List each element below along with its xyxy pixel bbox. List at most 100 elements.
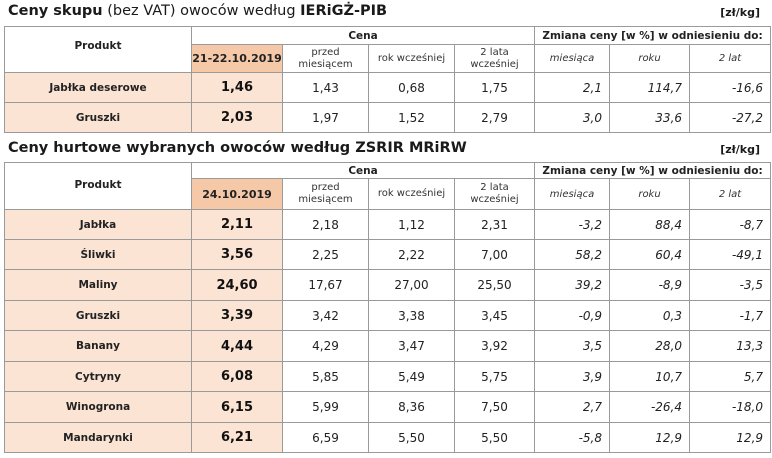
price-group-header: Cena	[190, 26, 536, 45]
month-ago-price: 6,59	[282, 422, 369, 453]
chg-year-value: 10,7	[609, 361, 691, 392]
chg-month-header: miesiąca	[534, 44, 611, 73]
month-ago-header: przed miesiącem	[282, 178, 369, 210]
year-ago-price: 5,49	[368, 361, 455, 392]
section2-table: Produkt Cena Zmiana ceny [w %] w odniesi…	[4, 162, 772, 453]
month-ago-price: 3,42	[282, 300, 369, 331]
chg-2y-header: 2 lat	[689, 178, 772, 210]
year-ago-header: rok wcześniej	[368, 44, 455, 73]
table-row: Maliny 24,60 17,67 27,00 25,50 39,2 -8,9…	[4, 269, 772, 301]
product-name: Jabłka deserowe	[4, 72, 192, 103]
table-row: Cytryny 6,08 5,85 5,49 5,75 3,9 10,7 5,7	[4, 361, 772, 392]
chg-2y-header: 2 lat	[689, 44, 772, 73]
chg-2y-value: -49,1	[689, 239, 772, 270]
table-row: Śliwki 3,56 2,25 2,22 7,00 58,2 60,4 -49…	[4, 239, 772, 270]
two-years-ago-price: 3,92	[453, 330, 536, 362]
chg-year-value: -26,4	[609, 391, 691, 423]
product-header: Produkt	[4, 26, 192, 73]
current-price: 6,15	[191, 391, 283, 423]
chg-month-value: 58,2	[534, 239, 611, 270]
chg-2y-value: 5,7	[689, 361, 772, 392]
current-price: 2,11	[191, 209, 283, 240]
product-name: Maliny	[4, 269, 192, 301]
section1-header: Ceny skupu (bez VAT) owoców według IERiG…	[0, 0, 772, 26]
product-header: Produkt	[4, 162, 192, 210]
two-years-ago-price: 5,75	[453, 361, 536, 392]
two-years-ago-price: 2,79	[453, 102, 536, 133]
year-ago-header: rok wcześniej	[368, 178, 455, 210]
chg-year-value: 88,4	[609, 209, 691, 240]
month-ago-price: 17,67	[282, 269, 369, 301]
month-ago-price: 2,18	[282, 209, 369, 240]
chg-2y-value: -1,7	[689, 300, 772, 331]
chg-year-value: 0,3	[609, 300, 691, 331]
product-name: Gruszki	[4, 300, 192, 331]
chg-2y-value: 12,9	[689, 422, 772, 453]
change-group-header: Zmiana ceny [w %] w odniesieniu do:	[534, 162, 772, 179]
current-price: 24,60	[191, 269, 283, 301]
chg-year-value: -8,9	[609, 269, 691, 301]
chg-year-value: 60,4	[609, 239, 691, 270]
two-years-ago-price: 25,50	[453, 269, 536, 301]
month-ago-price: 2,25	[282, 239, 369, 270]
section2-title: Ceny hurtowe wybranych owoców według ZSR…	[8, 140, 467, 156]
chg-year-value: 33,6	[609, 102, 691, 133]
chg-year-header: roku	[609, 44, 691, 73]
year-ago-price: 27,00	[368, 269, 455, 301]
current-price: 3,39	[191, 300, 283, 331]
table-row: Gruszki 2,03 1,97 1,52 2,79 3,0 33,6 -27…	[4, 102, 772, 133]
section2-header: Ceny hurtowe wybranych owoców według ZSR…	[0, 137, 772, 163]
section1-title-rest: (bez VAT) owoców według	[102, 3, 301, 19]
two-years-ago-header: 2 lata wcześniej	[453, 44, 536, 73]
section1-title: Ceny skupu (bez VAT) owoców według IERiG…	[8, 3, 387, 19]
chg-month-value: -5,8	[534, 422, 611, 453]
chg-year-value: 12,9	[609, 422, 691, 453]
chg-month-value: 3,0	[534, 102, 611, 133]
table-row: Gruszki 3,39 3,42 3,38 3,45 -0,9 0,3 -1,…	[4, 300, 772, 331]
chg-2y-value: -27,2	[689, 102, 772, 133]
product-name: Cytryny	[4, 361, 192, 392]
product-name: Śliwki	[4, 239, 192, 270]
product-name: Winogrona	[4, 391, 192, 423]
section1-unit: [zł/kg]	[720, 6, 760, 19]
chg-month-value: -3,2	[534, 209, 611, 240]
chg-2y-value: 13,3	[689, 330, 772, 362]
current-date-header: 24.10.2019	[191, 178, 283, 210]
month-ago-price: 5,85	[282, 361, 369, 392]
product-name: Mandarynki	[4, 422, 192, 453]
chg-month-value: 3,9	[534, 361, 611, 392]
current-price: 6,21	[191, 422, 283, 453]
chg-2y-value: -3,5	[689, 269, 772, 301]
current-price: 2,03	[191, 102, 283, 133]
month-ago-price: 1,43	[282, 72, 369, 103]
current-price: 1,46	[191, 72, 283, 103]
chg-2y-value: -18,0	[689, 391, 772, 423]
chg-year-header: roku	[609, 178, 691, 210]
table-row: Mandarynki 6,21 6,59 5,50 5,50 -5,8 12,9…	[4, 422, 772, 453]
chg-month-value: 3,5	[534, 330, 611, 362]
table-row: Winogrona 6,15 5,99 8,36 7,50 2,7 -26,4 …	[4, 391, 772, 423]
chg-month-value: 2,1	[534, 72, 611, 103]
chg-2y-value: -8,7	[689, 209, 772, 240]
product-name: Banany	[4, 330, 192, 362]
chg-year-value: 28,0	[609, 330, 691, 362]
current-price: 4,44	[191, 330, 283, 362]
year-ago-price: 3,38	[368, 300, 455, 331]
current-price: 6,08	[191, 361, 283, 392]
chg-month-header: miesiąca	[534, 178, 611, 210]
month-ago-price: 4,29	[282, 330, 369, 362]
section1-title-source: IERiGŻ-PIB	[300, 3, 388, 19]
month-ago-header: przed miesiącem	[282, 44, 369, 73]
table-row: Jabłka 2,11 2,18 1,12 2,31 -3,2 88,4 -8,…	[4, 209, 772, 240]
year-ago-price: 0,68	[368, 72, 455, 103]
change-group-header: Zmiana ceny [w %] w odniesieniu do:	[534, 26, 772, 45]
table-row: Banany 4,44 4,29 3,47 3,92 3,5 28,0 13,3	[4, 330, 772, 362]
two-years-ago-price: 7,50	[453, 391, 536, 423]
two-years-ago-header: 2 lata wcześniej	[453, 178, 536, 210]
section2-unit: [zł/kg]	[720, 143, 760, 156]
price-group-header: Cena	[190, 162, 536, 179]
two-years-ago-price: 7,00	[453, 239, 536, 270]
two-years-ago-price: 2,31	[453, 209, 536, 240]
product-name: Gruszki	[4, 102, 192, 133]
two-years-ago-price: 5,50	[453, 422, 536, 453]
